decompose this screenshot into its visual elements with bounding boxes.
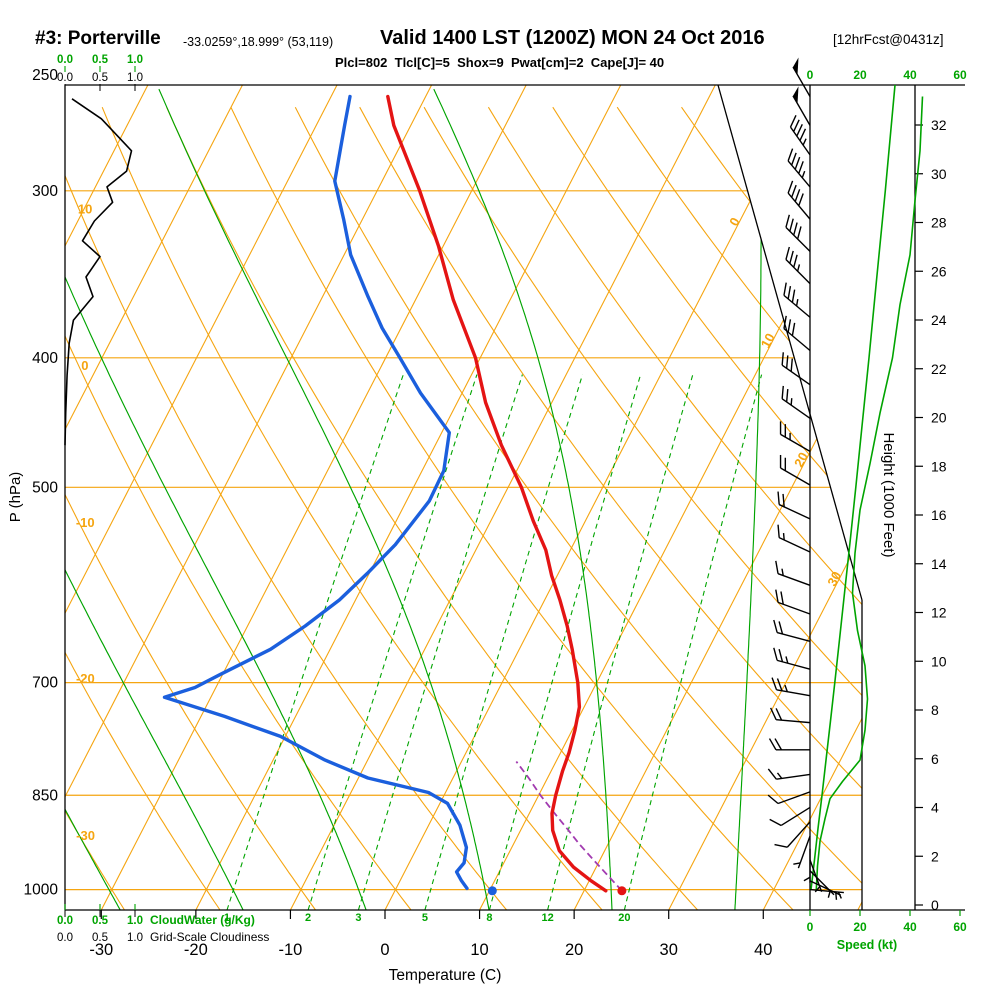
station-title: #3: Porterville: [35, 28, 161, 49]
svg-text:60: 60: [953, 68, 967, 82]
svg-text:Temperature (C): Temperature (C): [389, 967, 502, 984]
svg-text:18: 18: [931, 458, 947, 474]
svg-text:700: 700: [32, 675, 58, 692]
svg-text:250: 250: [32, 67, 58, 84]
svg-text:0.0: 0.0: [57, 932, 73, 944]
svg-text:16: 16: [931, 507, 947, 523]
svg-text:1.0: 1.0: [127, 915, 143, 927]
svg-text:0.5: 0.5: [92, 915, 109, 927]
svg-text:CloudWater (g/Kg): CloudWater (g/Kg): [150, 913, 255, 927]
svg-text:Grid-Scale Cloudiness: Grid-Scale Cloudiness: [150, 930, 269, 944]
height-curve: [810, 84, 896, 890]
speed-curve: [815, 96, 924, 890]
valid-time-title: Valid 1400 LST (1200Z) MON 24 Oct 2016: [380, 27, 765, 49]
svg-text:20: 20: [853, 920, 867, 934]
svg-text:22: 22: [931, 361, 947, 377]
skewt-gridlines: [65, 85, 862, 910]
svg-text:14: 14: [931, 556, 947, 572]
svg-text:Height (1000 Feet): Height (1000 Feet): [880, 432, 897, 557]
svg-text:0: 0: [726, 215, 743, 228]
temperature-axis: -30 -20 -10 0 10 20 30 40 Temperature (C): [89, 910, 772, 984]
svg-text:0: 0: [807, 68, 814, 82]
cloudiness-scale: 0.0 0.0 0.5 0.5 1.0 1.0 Grid-Scale Cloudiness: [57, 72, 269, 944]
svg-text:500: 500: [32, 479, 58, 496]
forecast-tag: [12hrFcst@0431z]: [833, 32, 944, 47]
svg-text:-10: -10: [76, 515, 95, 530]
svg-text:1.0: 1.0: [127, 54, 143, 66]
svg-text:1.0: 1.0: [127, 72, 143, 84]
svg-text:40: 40: [754, 941, 772, 959]
station-coords: -33.0259°,18.999° (53,119): [183, 35, 334, 49]
svg-text:30: 30: [824, 569, 844, 589]
axes: [64, 84, 965, 911]
svg-text:-10: -10: [279, 941, 303, 959]
svg-text:-20: -20: [76, 671, 95, 686]
svg-text:10: 10: [78, 201, 92, 216]
svg-text:0: 0: [931, 897, 939, 913]
svg-text:30: 30: [660, 941, 678, 959]
surface-dots: [487, 886, 627, 896]
sounding-params: Plcl=802 Tlcl[C]=5 Shox=9 Pwat[cm]=2 Cap…: [335, 55, 665, 70]
svg-text:1000: 1000: [24, 882, 59, 899]
wind-barbs: [767, 57, 844, 900]
svg-text:0.0: 0.0: [57, 915, 73, 927]
parcel-curve: [515, 760, 623, 892]
svg-text:850: 850: [32, 787, 58, 804]
temperature-curve: [386, 94, 608, 893]
svg-text:0: 0: [807, 920, 814, 934]
svg-text:0.5: 0.5: [92, 72, 108, 84]
svg-text:28: 28: [931, 215, 947, 231]
svg-text:0.5: 0.5: [92, 932, 108, 944]
svg-text:1: 1: [224, 912, 230, 924]
svg-text:-30: -30: [76, 828, 95, 843]
svg-text:20: 20: [565, 941, 583, 959]
cloudiness-curve: [64, 98, 133, 446]
svg-text:24: 24: [931, 312, 947, 328]
svg-text:20: 20: [931, 410, 947, 426]
svg-text:10: 10: [931, 653, 947, 669]
svg-text:0: 0: [81, 358, 88, 373]
svg-text:0: 0: [380, 941, 389, 959]
svg-text:0.0: 0.0: [57, 72, 73, 84]
svg-text:8: 8: [486, 912, 492, 924]
svg-text:2: 2: [305, 912, 311, 924]
svg-text:300: 300: [32, 183, 58, 200]
svg-text:12: 12: [541, 912, 553, 924]
svg-text:20: 20: [791, 450, 811, 470]
svg-text:3: 3: [355, 912, 361, 924]
svg-text:40: 40: [903, 68, 917, 82]
svg-text:400: 400: [32, 350, 58, 367]
svg-text:20: 20: [618, 912, 630, 924]
pressure-axis-labels: 250 300 400 500 700 850 1000 P (hPa): [7, 67, 58, 899]
svg-text:P (hPa): P (hPa): [7, 472, 24, 523]
svg-text:10: 10: [758, 331, 778, 351]
svg-text:12: 12: [931, 605, 947, 621]
svg-text:20: 20: [853, 68, 867, 82]
svg-text:10: 10: [470, 941, 488, 959]
svg-text:32: 32: [931, 117, 947, 133]
svg-text:-30: -30: [89, 941, 113, 959]
svg-text:30: 30: [931, 166, 947, 182]
svg-text:6: 6: [931, 751, 939, 767]
svg-text:5: 5: [422, 912, 428, 924]
svg-text:Speed (kt): Speed (kt): [837, 938, 897, 952]
svg-text:1.0: 1.0: [127, 932, 143, 944]
svg-text:0.5: 0.5: [92, 54, 109, 66]
svg-text:0.0: 0.0: [57, 54, 73, 66]
cloudwater-scale: 0.0 0.0 0.5 0.5 1.0 1.0 CloudWater (g/Kg): [57, 54, 255, 927]
svg-text:2: 2: [931, 848, 939, 864]
svg-text:60: 60: [953, 920, 967, 934]
svg-text:40: 40: [903, 920, 917, 934]
dewpoint-curve: [162, 94, 469, 891]
svg-text:-20: -20: [184, 941, 208, 959]
svg-text:4: 4: [931, 800, 939, 816]
svg-text:8: 8: [931, 702, 939, 718]
svg-text:26: 26: [931, 263, 947, 279]
